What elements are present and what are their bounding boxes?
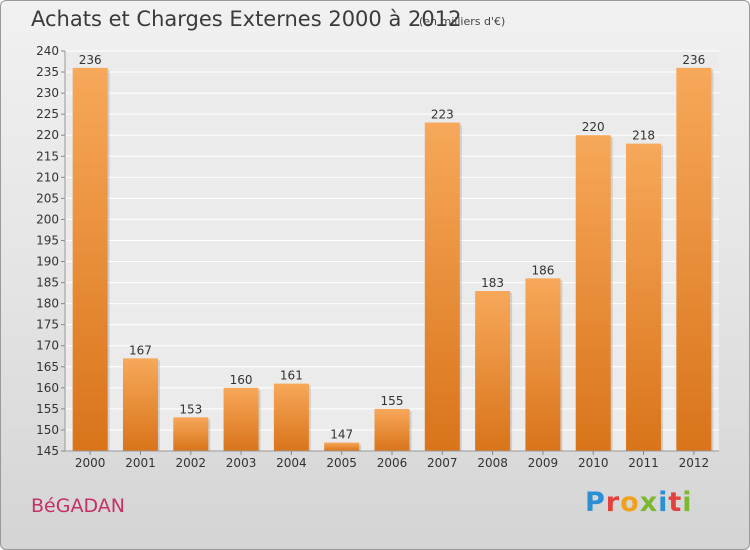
bar: [424, 122, 460, 451]
data-label: 160: [230, 373, 253, 387]
logo-letter: t: [668, 487, 683, 518]
bar: [475, 291, 511, 451]
data-labels: 236 167 153 160 161 147 155 223 183 186 220 218 236: [79, 53, 706, 442]
data-label: 223: [431, 108, 454, 122]
y-tick-label: 225: [36, 107, 59, 121]
x-axis: 2000 2001 2002 2003 2004 2005 2006 2007 2008 2009…: [65, 450, 719, 470]
data-label: 218: [632, 129, 655, 143]
y-axis: 145 150 155 160 165 170 175 180 185 190 195 200 205 2…: [36, 44, 66, 458]
plot-background: [65, 51, 719, 451]
y-tick-label: 170: [36, 339, 59, 353]
x-tick-label: 2001: [125, 456, 156, 470]
data-label: 236: [682, 53, 705, 67]
data-label: 147: [330, 428, 353, 442]
y-tick-label: 150: [36, 423, 59, 437]
bar: [676, 67, 712, 451]
y-tick-label: 205: [36, 191, 59, 205]
bar: [374, 408, 410, 451]
bar: [525, 278, 561, 451]
bar: [173, 417, 209, 451]
x-tick-label: 2009: [528, 456, 559, 470]
y-tick-label: 215: [36, 149, 59, 163]
y-tick-label: 155: [36, 402, 59, 416]
bar: [324, 442, 360, 451]
logo-letter: i: [658, 487, 669, 518]
data-label: 220: [582, 120, 605, 134]
bar: [223, 387, 259, 451]
bar: [575, 135, 611, 452]
x-tick-label: 2008: [477, 456, 508, 470]
y-tick-label: 145: [36, 444, 59, 458]
plot-area: [65, 51, 719, 451]
y-tick-label: 210: [36, 170, 59, 184]
logo-letter: o: [620, 487, 640, 518]
x-tick-label: 2006: [377, 456, 408, 470]
data-label: 155: [381, 394, 404, 408]
logo-letter: r: [605, 487, 621, 518]
data-label: 167: [129, 343, 152, 357]
chart-title: Achats et Charges Externes 2000 à 2012: [31, 7, 462, 31]
data-label: 153: [179, 402, 202, 416]
commune-name: BéGADAN: [31, 495, 125, 517]
x-tick-label: 2012: [679, 456, 710, 470]
bars: [72, 67, 714, 452]
data-label: 236: [79, 53, 102, 67]
y-tick-label: 160: [36, 381, 59, 395]
x-tick-label: 2003: [226, 456, 257, 470]
y-tick-label: 175: [36, 318, 59, 332]
y-tick-label: 240: [36, 44, 59, 58]
x-tick-label: 2005: [326, 456, 357, 470]
logo-letter: x: [639, 487, 659, 518]
x-tick-label: 2007: [427, 456, 458, 470]
data-label: 161: [280, 369, 303, 383]
y-tick-label: 180: [36, 297, 59, 311]
x-tick-label: 2002: [175, 456, 206, 470]
y-tick-label: 200: [36, 212, 59, 226]
proxiti-logo: Proxiti: [585, 487, 693, 518]
x-tick-label: 2000: [75, 456, 106, 470]
y-tick-label: 195: [36, 233, 59, 247]
logo-letter: P: [585, 487, 606, 518]
bar: [122, 358, 158, 451]
x-tick-label: 2010: [578, 456, 609, 470]
bar: [273, 383, 309, 451]
y-tick-label: 190: [36, 255, 59, 269]
y-tick-label: 185: [36, 276, 59, 290]
bar: [72, 67, 108, 451]
x-tick-label: 2011: [628, 456, 659, 470]
logo-letter: i: [682, 487, 693, 518]
y-tick-label: 220: [36, 128, 59, 142]
y-tick-label: 165: [36, 360, 59, 374]
y-tick-label: 230: [36, 86, 59, 100]
chart-unit-note: (en milliers d'€): [419, 15, 506, 28]
x-tick-label: 2004: [276, 456, 307, 470]
data-label: 186: [531, 263, 554, 277]
data-label: 183: [481, 276, 504, 290]
bar: [626, 143, 662, 451]
y-tick-label: 235: [36, 65, 59, 79]
